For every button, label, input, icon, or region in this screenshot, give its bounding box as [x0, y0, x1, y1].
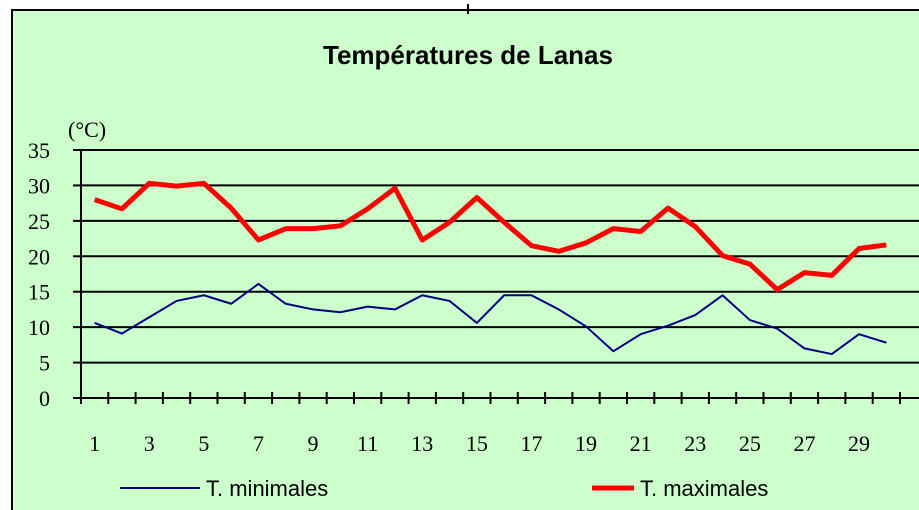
y-tick-label: 15 [28, 280, 50, 305]
y-axis-unit: (°C) [68, 117, 106, 142]
y-tick-label: 5 [39, 351, 50, 376]
x-tick-label: 23 [684, 431, 706, 456]
series-line [93, 180, 887, 293]
x-tick-label: 1 [89, 431, 100, 456]
y-tick-label: 30 [28, 173, 50, 198]
chart-background [11, 9, 919, 510]
x-tick-label: 29 [848, 431, 870, 456]
chart-title: Températures de Lanas [323, 40, 613, 70]
x-tick-label: 5 [198, 431, 209, 456]
x-tick-label: 25 [739, 431, 761, 456]
legend-label: T. maximales [640, 476, 768, 501]
series-line [94, 282, 887, 356]
x-tick-label: 17 [520, 431, 542, 456]
x-tick-label: 13 [411, 431, 433, 456]
x-tick-label: 11 [357, 431, 378, 456]
x-tick-label: 9 [308, 431, 319, 456]
y-tick-label: 20 [28, 244, 50, 269]
legend-label: T. minimales [206, 476, 328, 501]
x-tick-label: 7 [253, 431, 264, 456]
x-tick-label: 27 [793, 431, 815, 456]
y-tick-label: 35 [28, 138, 50, 163]
x-tick-label: 21 [630, 431, 652, 456]
x-tick-label: 19 [575, 431, 597, 456]
y-tick-label: 0 [39, 386, 50, 411]
x-tick-label: 15 [466, 431, 488, 456]
x-tick-label: 3 [144, 431, 155, 456]
y-tick-label: 25 [28, 209, 50, 234]
y-tick-label: 10 [28, 315, 50, 340]
